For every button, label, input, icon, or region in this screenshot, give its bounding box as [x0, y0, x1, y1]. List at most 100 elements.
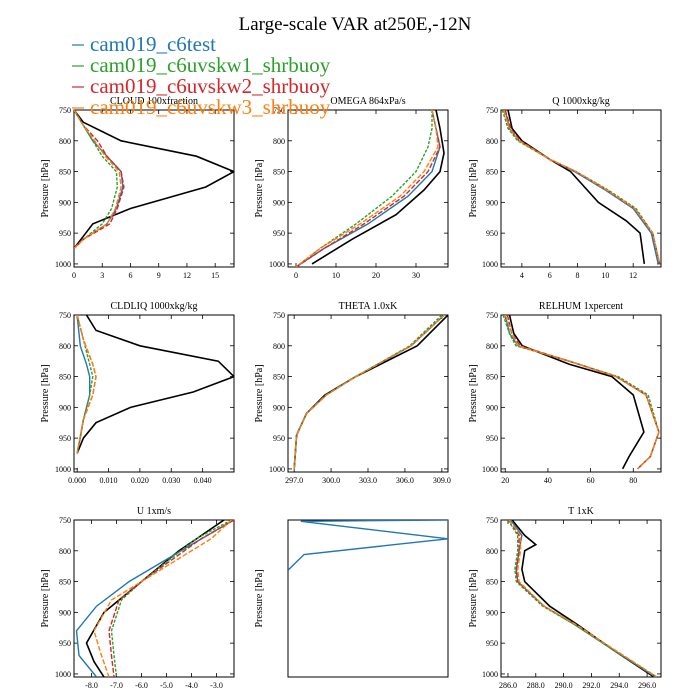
series-group [75, 520, 234, 677]
x-tick-label: 6 [548, 271, 552, 280]
y-tick-label: 950 [59, 229, 71, 238]
x-tick-label: 8 [576, 271, 580, 280]
y-tick-label: 800 [59, 137, 71, 146]
series-group [76, 315, 234, 454]
legend: cam019_c6testcam019_c6uvskw1_shrbuoycam0… [72, 32, 331, 119]
x-tick-label: 80 [629, 476, 637, 485]
series-line [74, 110, 119, 250]
series-line [508, 520, 658, 677]
x-tick-label: 297.0 [285, 476, 303, 485]
x-tick-label: 12 [183, 271, 191, 280]
y-axis-label: Pressure [hPa] [254, 364, 265, 422]
plot-frame [73, 519, 235, 678]
series-group [295, 110, 445, 267]
x-tick-label: 290.0 [555, 681, 573, 690]
series-line [508, 520, 658, 677]
x-tick-label: 15 [211, 271, 219, 280]
x-tick-label: -8.0 [85, 681, 98, 690]
y-axis-label: Pressure [hPa] [40, 569, 51, 627]
panel-title: Q 1000xkg/kg [552, 96, 610, 107]
panel-q: Q 1000xkg/kg Pressure [hPa] 750 800 850 900 95… [468, 96, 662, 280]
y-tick-label: 1000 [482, 670, 498, 679]
series-line [75, 520, 234, 677]
series-line [504, 110, 661, 265]
plot-frame [287, 109, 449, 268]
x-tick-label: 0.010 [100, 476, 118, 485]
x-tick-label: 10 [332, 271, 340, 280]
y-tick-label: 900 [486, 608, 498, 617]
y-tick-label: 800 [59, 547, 71, 556]
plot-frame [73, 314, 235, 473]
y-tick-label: 750 [486, 106, 498, 115]
x-tick-label: -6.0 [135, 681, 148, 690]
series-group [507, 520, 658, 677]
x-tick-label: 0.040 [194, 476, 212, 485]
panel-title: THETA 1.0xK [339, 301, 398, 312]
series-line [108, 520, 234, 677]
x-tick-label: 309.0 [433, 476, 451, 485]
x-tick-label: 288.0 [527, 681, 545, 690]
series-line [110, 520, 232, 677]
plot-frame [287, 519, 449, 678]
series-line [295, 110, 441, 267]
y-tick-label: 950 [273, 434, 285, 443]
panel-blank: Pressure [hPa] [254, 519, 449, 678]
panel-theta: THETA 1.0xK Pressure [hPa] 750 800 850 900 950… [254, 301, 451, 485]
y-tick-label: 750 [59, 311, 71, 320]
series-group [288, 520, 448, 571]
series-group [501, 110, 661, 265]
y-tick-label: 750 [486, 311, 498, 320]
y-tick-label: 750 [486, 516, 498, 525]
y-tick-label: 800 [59, 342, 71, 351]
panel-omega: OMEGA 864xPa/s Pressure [hPa] 750 800 850 900… [254, 96, 449, 280]
panel-title: U 1xm/s [137, 506, 171, 517]
y-tick-label: 900 [486, 198, 498, 207]
series-group [74, 110, 234, 250]
panel-title: OMEGA 864xPa/s [330, 96, 405, 107]
y-axis-label: Pressure [hPa] [40, 364, 51, 422]
series-line [507, 520, 658, 677]
x-tick-label: 20 [501, 476, 509, 485]
series-group [502, 315, 660, 470]
y-tick-label: 1000 [482, 465, 498, 474]
series-line [293, 315, 445, 469]
panel-u: U 1xm/s Pressure [hPa] 750 800 850 900 950 1000… [40, 506, 235, 690]
panel-relhum: RELHUM 1xpercent Pressure [hPa] 750 800 850 9… [468, 301, 662, 485]
x-tick-label: 0.030 [162, 476, 180, 485]
y-tick-label: 950 [486, 639, 498, 648]
y-tick-label: 900 [486, 403, 498, 412]
y-tick-label: 950 [486, 434, 498, 443]
plot-frame [73, 109, 235, 268]
series-line [503, 110, 661, 265]
x-tick-label: 4 [520, 271, 524, 280]
y-tick-label: 850 [273, 168, 285, 177]
panel-cloud: CLOUD 100xfraction Pressure [hPa] 750 800 85… [40, 96, 235, 280]
y-axis-label: Pressure [hPa] [254, 159, 265, 217]
x-tick-label: 20 [372, 271, 380, 280]
series-line [74, 110, 125, 250]
plot-frame [500, 519, 662, 678]
y-tick-label: 950 [59, 639, 71, 648]
y-tick-label: 850 [486, 168, 498, 177]
y-tick-label: 750 [59, 106, 71, 115]
x-tick-label: 0.000 [68, 476, 86, 485]
y-tick-label: 800 [486, 137, 498, 146]
x-tick-label: -3.0 [210, 681, 223, 690]
y-axis-label: Pressure [hPa] [468, 364, 479, 422]
y-tick-label: 900 [59, 608, 71, 617]
plot-frame [500, 314, 662, 473]
x-tick-label: 300.0 [322, 476, 340, 485]
legend-label: cam019_c6uvskw2_shrbuoy [90, 74, 331, 98]
x-tick-label: 303.0 [359, 476, 377, 485]
panel-title: CLOUD 100xfraction [110, 96, 198, 107]
series-line [508, 315, 645, 470]
y-tick-label: 950 [273, 229, 285, 238]
y-tick-label: 850 [59, 578, 71, 587]
panel-cldliq: CLDLIQ 1000xkg/kg Pressure [hPa] 750 800 850… [40, 301, 235, 485]
x-tick-label: 286.0 [499, 681, 517, 690]
y-tick-label: 1000 [55, 260, 71, 269]
y-tick-label: 750 [273, 106, 285, 115]
series-line [293, 315, 445, 469]
x-tick-label: 10 [601, 271, 609, 280]
